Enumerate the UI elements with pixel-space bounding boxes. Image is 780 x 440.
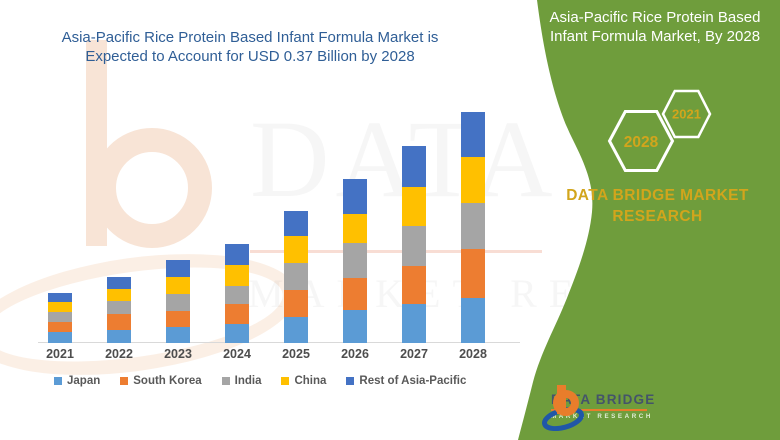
legend-label-rest-of-asia-pacific: Rest of Asia-Pacific — [359, 375, 467, 387]
bar-segment-rest-of-asia-pacific-2022 — [107, 277, 131, 289]
bar-segment-china-2021 — [48, 302, 72, 312]
bar-segment-japan-2021 — [48, 332, 72, 343]
bar-2026 — [343, 179, 367, 343]
bar-segment-south-korea-2022 — [107, 314, 131, 330]
axis-label-2022: 2022 — [105, 347, 133, 361]
hexagon-2021: 2021 — [661, 89, 712, 139]
bar-segment-india-2024 — [225, 286, 249, 304]
bar-segment-south-korea-2021 — [48, 322, 72, 332]
bar-2024 — [225, 244, 249, 343]
chart-title-line2: Expected to Account for USD 0.37 Billion… — [85, 48, 415, 65]
plot-area: 2021 2022 2023 2024 2025 2026 2027 2028 — [38, 112, 520, 361]
legend-swatch-india — [221, 377, 230, 385]
logo-b-bowl — [553, 390, 579, 416]
bar-segment-south-korea-2023 — [166, 311, 190, 327]
bar-2025 — [284, 211, 308, 343]
green-panel-shape: 2021 2028 — [518, 0, 780, 440]
green-background — [518, 0, 780, 440]
bar-2028 — [461, 112, 485, 343]
bar-segment-india-2028 — [461, 203, 485, 249]
bar-segment-china-2023 — [166, 277, 190, 294]
chart-title: Asia-Pacific Rice Protein Based Infant F… — [0, 28, 500, 66]
bar-segment-japan-2025 — [284, 317, 308, 343]
axis-label-2024: 2024 — [223, 347, 251, 361]
legend-label-japan: Japan — [67, 375, 101, 387]
legend-swatch-south-korea — [120, 377, 129, 385]
legend-item-china: China — [281, 375, 326, 387]
bar-segment-japan-2022 — [107, 330, 131, 343]
bar-segment-india-2023 — [166, 294, 190, 311]
bar-segment-japan-2026 — [343, 310, 367, 343]
bar-segment-south-korea-2027 — [402, 266, 426, 304]
panel-title-line2: Infant Formula Market, By 2028 — [549, 28, 761, 45]
bar-segment-japan-2024 — [225, 324, 249, 343]
logo-divider — [551, 409, 647, 411]
chart-title-line1: Asia-Pacific Rice Protein Based Infant F… — [61, 29, 439, 46]
brand-text: DATA BRIDGE MARKET RESEARCH — [520, 185, 780, 227]
x-axis-line — [38, 342, 520, 343]
bar-segment-china-2025 — [284, 236, 308, 263]
bar-segment-china-2022 — [107, 289, 131, 301]
bar-segment-rest-of-asia-pacific-2028 — [461, 112, 485, 157]
bar-2022 — [107, 277, 131, 343]
panel-title: Asia-Pacific Rice Protein Based Infant F… — [520, 8, 780, 46]
hexagon-2028-label: 2028 — [624, 134, 659, 151]
bar-segment-japan-2023 — [166, 327, 190, 343]
brand-text-line1: DATA BRIDGE MARKET — [566, 187, 749, 204]
bar-segment-china-2024 — [225, 265, 249, 286]
logo-subtitle: MARKET RESEARCH — [551, 413, 653, 420]
legend-item-rest-of-asia-pacific: Rest of Asia-Pacific — [346, 375, 466, 387]
bar-segment-rest-of-asia-pacific-2023 — [166, 260, 190, 277]
bar-segment-china-2026 — [343, 214, 367, 243]
data-bridge-logo: DATA BRIDGE MARKET RESEARCH — [542, 383, 655, 431]
bar-segment-south-korea-2028 — [461, 249, 485, 298]
bar-segment-china-2028 — [461, 157, 485, 203]
axis-label-2023: 2023 — [164, 347, 192, 361]
bar-segment-south-korea-2025 — [284, 290, 308, 317]
legend-swatch-rest-of-asia-pacific — [346, 377, 355, 385]
legend-label-china: China — [294, 375, 327, 387]
bar-2021 — [48, 293, 72, 343]
panel-title-line1: Asia-Pacific Rice Protein Based — [549, 9, 761, 26]
bar-segment-china-2027 — [402, 187, 426, 226]
bar-segment-japan-2027 — [402, 304, 426, 343]
bar-segment-rest-of-asia-pacific-2021 — [48, 293, 72, 302]
bar-segment-india-2022 — [107, 301, 131, 314]
legend-swatch-japan — [54, 377, 62, 385]
legend-item-india: India — [221, 375, 262, 387]
brand-text-line2: RESEARCH — [612, 208, 703, 225]
legend-label-south-korea: South Korea — [133, 375, 202, 387]
bar-segment-rest-of-asia-pacific-2027 — [402, 146, 426, 187]
green-panel: 2021 2028 Asia-Pacific Rice Protein Base… — [500, 0, 780, 440]
data-bridge-logo-icon — [542, 385, 584, 431]
bar-segment-india-2027 — [402, 226, 426, 266]
legend-item-japan: Japan — [54, 375, 100, 387]
bar-2023 — [166, 260, 190, 343]
bar-segment-south-korea-2024 — [225, 304, 249, 324]
chart-panel: DATA BRI MARKET RESE Asia-Pacific Rice P… — [0, 28, 542, 394]
bar-2027 — [402, 146, 426, 343]
legend-swatch-china — [281, 377, 290, 385]
bar-segment-india-2025 — [284, 263, 308, 290]
legend-label-india: India — [234, 375, 262, 387]
axis-label-2025: 2025 — [282, 347, 310, 361]
bar-segment-rest-of-asia-pacific-2025 — [284, 211, 308, 236]
bar-segment-south-korea-2026 — [343, 278, 367, 310]
hexagon-2028: 2028 — [607, 110, 675, 172]
bar-segment-japan-2028 — [461, 298, 485, 343]
bar-segment-rest-of-asia-pacific-2026 — [343, 179, 367, 214]
axis-label-2026: 2026 — [341, 347, 369, 361]
bar-segment-india-2021 — [48, 312, 72, 322]
bar-segment-rest-of-asia-pacific-2024 — [225, 244, 249, 265]
legend: Japan South Korea India China Rest of Asia-P… — [54, 375, 466, 387]
axis-label-2028: 2028 — [459, 347, 487, 361]
hexagon-2021-label: 2021 — [672, 107, 701, 122]
legend-item-south-korea: South Korea — [120, 375, 202, 387]
axis-label-2027: 2027 — [400, 347, 428, 361]
axis-label-2021: 2021 — [46, 347, 74, 361]
bar-segment-india-2026 — [343, 243, 367, 278]
